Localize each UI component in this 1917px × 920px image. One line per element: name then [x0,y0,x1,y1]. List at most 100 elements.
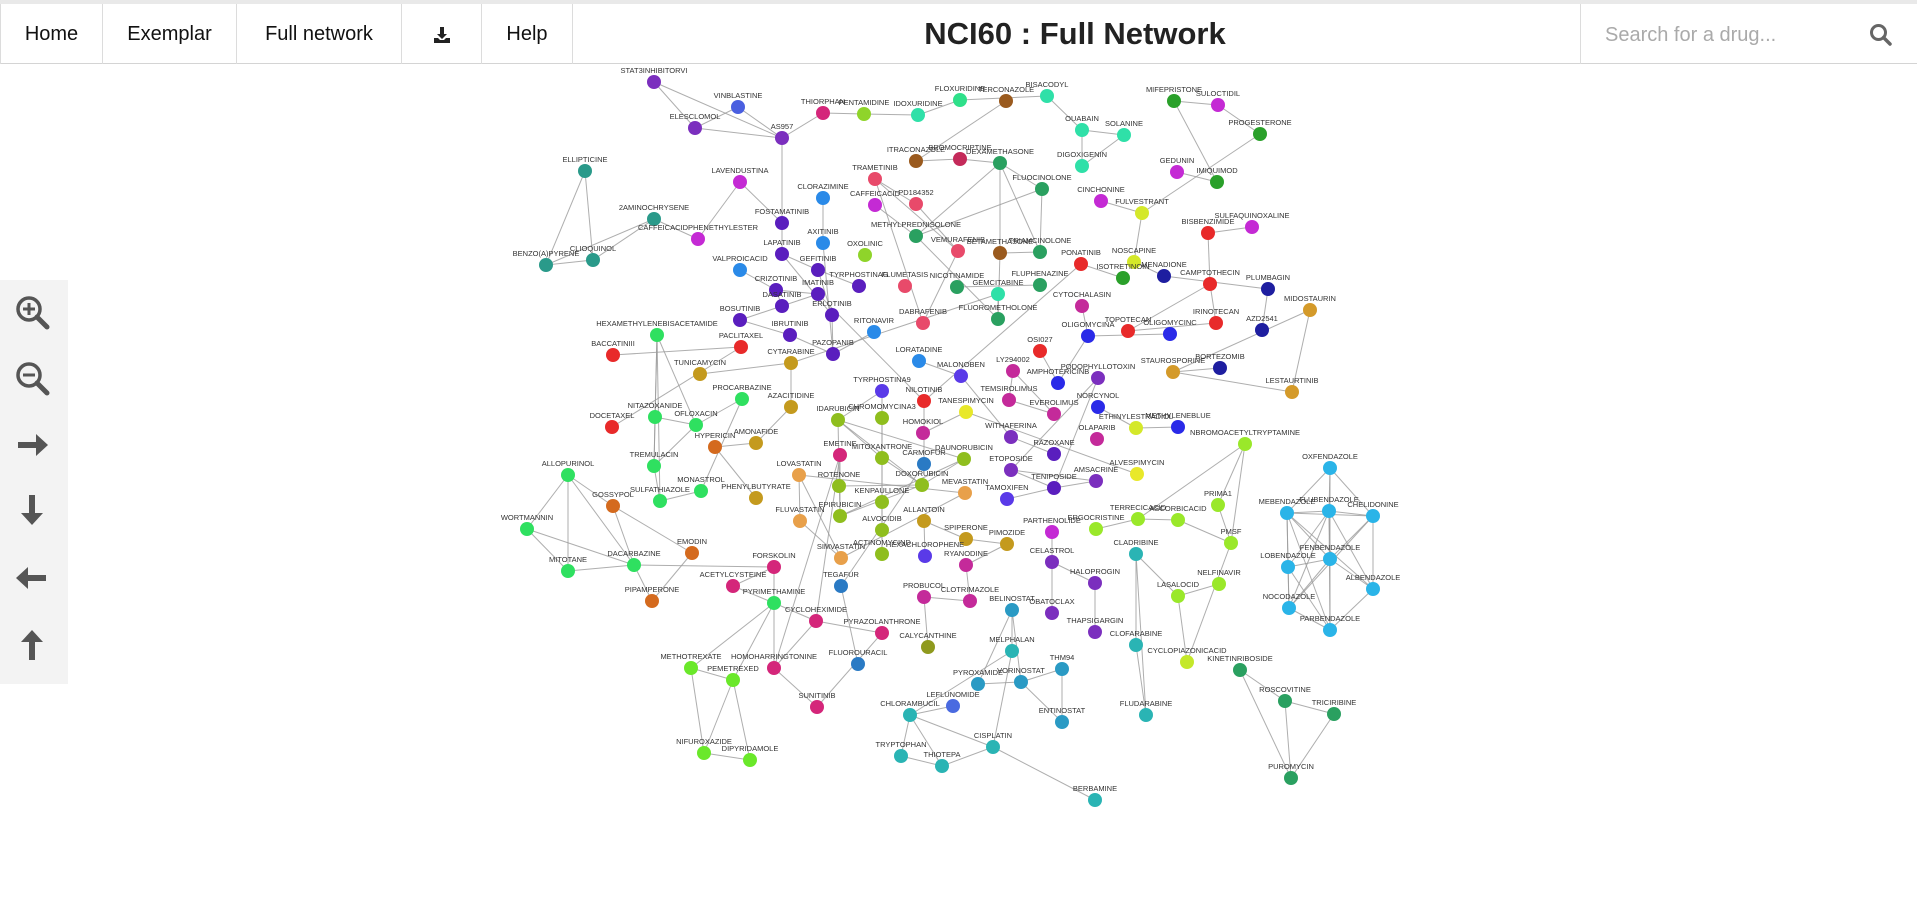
drug-node-dot[interactable] [650,328,664,342]
drug-node[interactable]: FLUOCINOLONE [1012,173,1072,196]
drug-node[interactable]: PENTAMIDINE [839,98,890,121]
drug-node[interactable]: ITRACONAZOLE [887,145,945,168]
drug-node[interactable]: PROBUCOL [903,581,945,604]
drug-node-dot[interactable] [1167,94,1181,108]
drug-node-dot[interactable] [811,287,825,301]
drug-node-dot[interactable] [1000,492,1014,506]
drug-node-dot[interactable] [921,640,935,654]
drug-node[interactable]: DOCETAXEL [590,411,635,434]
drug-node-dot[interactable] [735,392,749,406]
drug-node-dot[interactable] [1201,226,1215,240]
drug-node[interactable]: AMPHOTERICINB [1027,367,1090,390]
drug-node-dot[interactable] [1002,393,1016,407]
drug-node[interactable]: TEGAFUR [823,570,859,593]
drug-node[interactable]: PACLITAXEL [719,331,763,354]
drug-node-dot[interactable] [1004,430,1018,444]
drug-node-dot[interactable] [816,191,830,205]
drug-node[interactable]: AZD2541 [1246,314,1278,337]
drug-node[interactable]: TRICIRIBINE [1312,698,1357,721]
drug-node[interactable]: CISPLATIN [974,731,1012,754]
drug-node[interactable]: ENTINOSTAT [1039,706,1086,729]
drug-node[interactable]: OXFENDAZOLE [1302,452,1358,475]
drug-node-dot[interactable] [1045,606,1059,620]
drug-node-dot[interactable] [1047,481,1061,495]
drug-node-dot[interactable] [1089,474,1103,488]
drug-node[interactable]: FLUOROMETHOLONE [959,303,1038,326]
drug-node[interactable]: OXOLINIC [847,239,884,262]
drug-node[interactable]: TRYPTOPHAN [876,740,927,763]
drug-node[interactable]: OLIGOMYCINA [1062,320,1115,343]
drug-node[interactable]: VEMURAFENIB [931,235,985,258]
drug-node[interactable]: ALVOCIDIB [862,514,902,537]
drug-node[interactable]: MIDOSTAURIN [1284,294,1336,317]
drug-node[interactable]: MELPHALAN [989,635,1035,658]
drug-node-dot[interactable] [834,579,848,593]
drug-node[interactable]: LAPATINIB [763,238,801,261]
drug-node-dot[interactable] [993,156,1007,170]
drug-node-dot[interactable] [857,107,871,121]
drug-node-dot[interactable] [645,594,659,608]
drug-node-dot[interactable] [1004,463,1018,477]
drug-node-dot[interactable] [1121,324,1135,338]
drug-node-dot[interactable] [971,677,985,691]
drug-node[interactable]: METHYLENEBLUE [1145,411,1211,434]
drug-node-dot[interactable] [689,418,703,432]
drug-node-dot[interactable] [1127,255,1141,269]
nav-exemplar-link[interactable]: Exemplar [103,4,237,64]
drug-node[interactable]: LAVENDUSTINA [712,166,769,189]
drug-node[interactable]: HYPERICIN [695,431,736,454]
drug-node[interactable]: MEBENDAZOLE [1259,497,1316,520]
drug-node[interactable]: CRIZOTINIB [755,274,798,297]
drug-node-dot[interactable] [1261,282,1275,296]
drug-node-dot[interactable] [1171,513,1185,527]
drug-node[interactable]: ALLOPURINOL [542,459,595,482]
drug-node-dot[interactable] [1088,793,1102,807]
drug-node-dot[interactable] [867,325,881,339]
drug-node[interactable]: ALBENDAZOLE [1346,573,1401,596]
drug-node[interactable]: ACTINOMYCIND [853,538,912,561]
drug-node[interactable]: OLIGOMYCINC [1143,318,1197,341]
drug-node[interactable]: GEDUNIN [1160,156,1195,179]
drug-node[interactable]: DIPYRIDAMOLE [722,744,779,767]
pan-left-icon[interactable] [12,558,52,598]
drug-node-dot[interactable] [1051,376,1065,390]
drug-node[interactable]: GOSSYPOL [592,490,634,513]
drug-node-dot[interactable] [1130,467,1144,481]
drug-node[interactable]: CARMOFUR [902,448,946,471]
drug-node-dot[interactable] [1000,537,1014,551]
drug-node-dot[interactable] [858,248,872,262]
drug-node[interactable]: BETAMETHASONE [967,237,1034,260]
drug-node-dot[interactable] [851,657,865,671]
network-canvas[interactable]: STAT3INHIBITORVI VINBLASTINE ELESCLOMOL AS9… [0,65,1917,920]
drug-node[interactable]: IMATINIB [802,278,834,301]
pan-right-icon[interactable] [12,425,52,465]
drug-node-dot[interactable] [1255,323,1269,337]
drug-node-dot[interactable] [769,283,783,297]
drug-node-dot[interactable] [834,551,848,565]
drug-node-dot[interactable] [1047,407,1061,421]
drug-node[interactable]: PHENYLBUTYRATE [721,482,791,505]
drug-node[interactable]: LOVASTATIN [776,459,822,482]
drug-node[interactable]: CINCHONINE [1077,185,1125,208]
drug-node[interactable]: VALPROICACID [712,254,768,277]
drug-node[interactable]: PEMETREXED [707,664,759,687]
drug-node[interactable]: AMSACRINE [1074,465,1119,488]
drug-node-dot[interactable] [784,356,798,370]
drug-node-dot[interactable] [749,436,763,450]
drug-node[interactable]: CLOFARABINE [1110,629,1163,652]
drug-node[interactable]: CAFFEICACID [850,189,901,212]
drug-node[interactable]: EVEROLIMUS [1029,398,1079,421]
drug-node-dot[interactable] [1210,175,1224,189]
drug-node-dot[interactable] [917,590,931,604]
drug-node[interactable]: DOXORUBICIN [896,469,949,492]
drug-node-dot[interactable] [647,212,661,226]
drug-node[interactable]: EMETINE [823,439,857,462]
drug-node-dot[interactable] [1323,623,1337,637]
drug-node-dot[interactable] [1005,603,1019,617]
drug-node[interactable]: PRIMA1 [1204,489,1232,512]
drug-node-dot[interactable] [1171,420,1185,434]
drug-node-dot[interactable] [1224,536,1238,550]
drug-node[interactable]: FLUMETASIS [882,270,929,293]
drug-node[interactable]: OFLOXACIN [674,409,718,432]
drug-node[interactable]: CAFFEICACIDPHENETHYLESTER [638,223,759,246]
